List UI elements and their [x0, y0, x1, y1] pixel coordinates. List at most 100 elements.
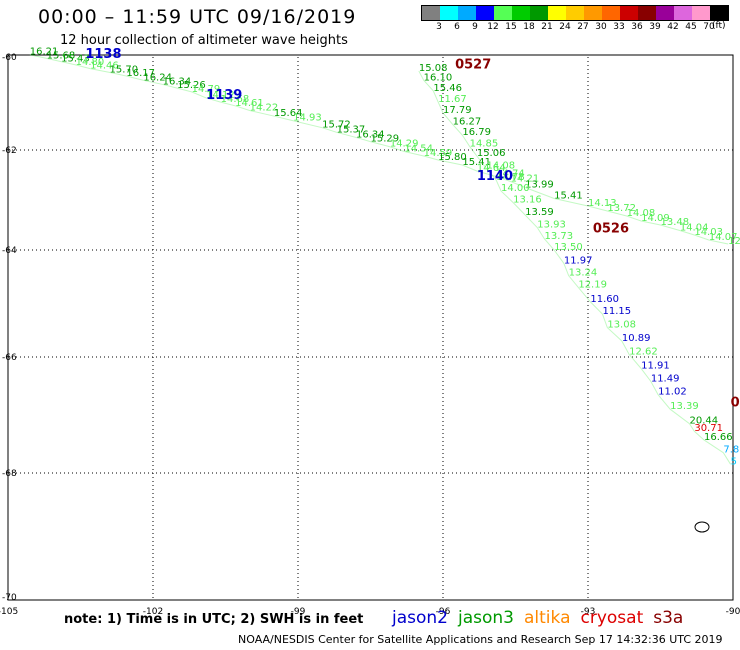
wave-height-value: 14.68 [221, 94, 250, 105]
legend-swatches [421, 5, 729, 21]
wave-height-value: 14.00 [501, 183, 530, 194]
wave-height-value: 14.78 [496, 172, 525, 183]
wave-height-value: 11.49 [651, 373, 680, 384]
wave-height-value: 15.41 [462, 157, 491, 168]
map-frame [7, 54, 734, 601]
map-subtitle: 12 hour collection of altimeter wave hei… [60, 33, 348, 48]
legend-swatch [566, 6, 584, 20]
pass-time-label: 0527 [455, 58, 491, 73]
wave-height-value: 15.68 [47, 50, 76, 61]
wave-height-value: 15.80 [438, 152, 467, 163]
wave-height-legend: 3 6 9 12 15 18 21 24 27 30 33 36 39 42 45 70 (ft) [421, 5, 729, 33]
legend-label: 18 [523, 22, 535, 32]
wave-height-value: 16.24 [143, 72, 172, 83]
wave-height-value: 15.64 [274, 108, 303, 119]
wave-height-value: 11.15 [603, 306, 632, 317]
wave-height-value: 16.27 [453, 116, 482, 127]
wave-height-value: 15.72 [322, 120, 351, 131]
wave-height-value: 16.34 [356, 129, 385, 140]
wave-height-value: 14.03 [694, 227, 723, 238]
wave-height-value: 11.67 [438, 94, 467, 105]
legend-label: 36 [631, 22, 643, 32]
wave-height-value: 17.79 [443, 105, 472, 116]
wave-height-value: 16.10 [424, 72, 453, 83]
wave-height-value: 11.97 [564, 255, 593, 266]
legend-label: 30 [595, 22, 607, 32]
legend-swatch [602, 6, 620, 20]
wave-height-value: 11.02 [658, 387, 687, 398]
wave-height-value: 14.08 [487, 161, 516, 172]
island-outline [694, 521, 710, 533]
legend-swatch [692, 6, 710, 20]
legend-swatch [476, 6, 494, 20]
wave-height-value: 13.16 [513, 195, 542, 206]
wave-height-value: 13.08 [607, 320, 636, 331]
wave-height-value: 13.99 [525, 180, 554, 191]
wave-height-value: 15.29 [371, 134, 400, 145]
legend-label: 15 [505, 22, 517, 32]
wave-height-value: 14.29 [390, 139, 419, 150]
longitude-tick-label: -93 [581, 607, 596, 617]
wave-height-value: 16.34 [163, 76, 192, 87]
wave-height-value: 13.48 [661, 217, 690, 228]
wave-height-value: 7.82 [723, 445, 740, 456]
wave-height-value: 15.06 [477, 148, 506, 159]
wave-height-value: 14.79 [192, 84, 221, 95]
pass-time-label: 1139 [206, 88, 242, 103]
wave-height-value: 15.37 [337, 124, 366, 135]
legend-swatch [710, 6, 728, 20]
wave-height-value: 13.72 [607, 203, 636, 214]
wave-height-value: 20.44 [690, 416, 719, 427]
legend-label: 9 [472, 22, 478, 32]
latitude-tick-label: -64 [2, 246, 17, 256]
legend-swatch [512, 6, 530, 20]
wave-height-value: 5 [731, 456, 737, 467]
wave-height-value: 14.46 [90, 61, 119, 72]
footer-note: note: 1) Time is in UTC; 2) SWH is in fe… [64, 612, 364, 627]
wave-height-value: 15.70 [110, 64, 139, 75]
satellite-name: jason2 [392, 608, 448, 628]
wave-height-value: 14.54 [404, 144, 433, 155]
legend-swatch [494, 6, 512, 20]
map-title: 00:00 – 11:59 UTC 09/16/2019 [38, 6, 357, 28]
legend-label: 27 [577, 22, 589, 32]
legend-swatch [548, 6, 566, 20]
wave-height-value: 16.17 [126, 68, 155, 79]
legend-label: 42 [667, 22, 679, 32]
wave-height-value: 12.19 [578, 279, 607, 290]
legend-swatch [620, 6, 638, 20]
wave-height-value: 10.89 [622, 333, 651, 344]
wave-height-value: 13.39 [670, 401, 699, 412]
wave-height-value: 14.80 [76, 57, 105, 68]
longitude-tick-label: -102 [143, 607, 163, 617]
wave-height-value: 16.79 [462, 127, 491, 138]
wave-height-value: 13.59 [525, 207, 554, 218]
wave-height-value: 12.62 [629, 346, 658, 357]
latitude-tick-label: -62 [2, 146, 17, 156]
latitude-tick-label: -66 [2, 353, 17, 363]
legend-label: 33 [613, 22, 625, 32]
wave-height-value: 14.08 [627, 208, 656, 219]
legend-label: 21 [541, 22, 553, 32]
wave-height-value: 14.12 [206, 90, 235, 101]
legend-unit: (ft) [712, 21, 726, 31]
legend-label: 45 [685, 22, 697, 32]
track-a-line [29, 54, 729, 245]
wave-height-value: 13.73 [545, 231, 574, 242]
wave-height-value: 14.04 [680, 223, 709, 234]
longitude-tick-label: -96 [436, 607, 451, 617]
wave-height-value: 14.07 [709, 232, 738, 243]
wave-height-value: 14.74 [496, 169, 525, 180]
footer-credit: NOAA/NESDIS Center for Satellite Applica… [238, 633, 723, 646]
latitude-tick-label: -60 [2, 53, 17, 63]
wave-height-value: 13.93 [537, 220, 566, 231]
legend-label: 39 [649, 22, 661, 32]
wave-height-value: 14.85 [470, 138, 499, 149]
wave-height-value: 16.66 [704, 432, 733, 443]
track-b-line [418, 70, 732, 465]
legend-swatch [530, 6, 548, 20]
wave-height-value: 15.43 [61, 54, 90, 65]
wave-height-value: 15.26 [177, 80, 206, 91]
legend-label: 6 [454, 22, 460, 32]
